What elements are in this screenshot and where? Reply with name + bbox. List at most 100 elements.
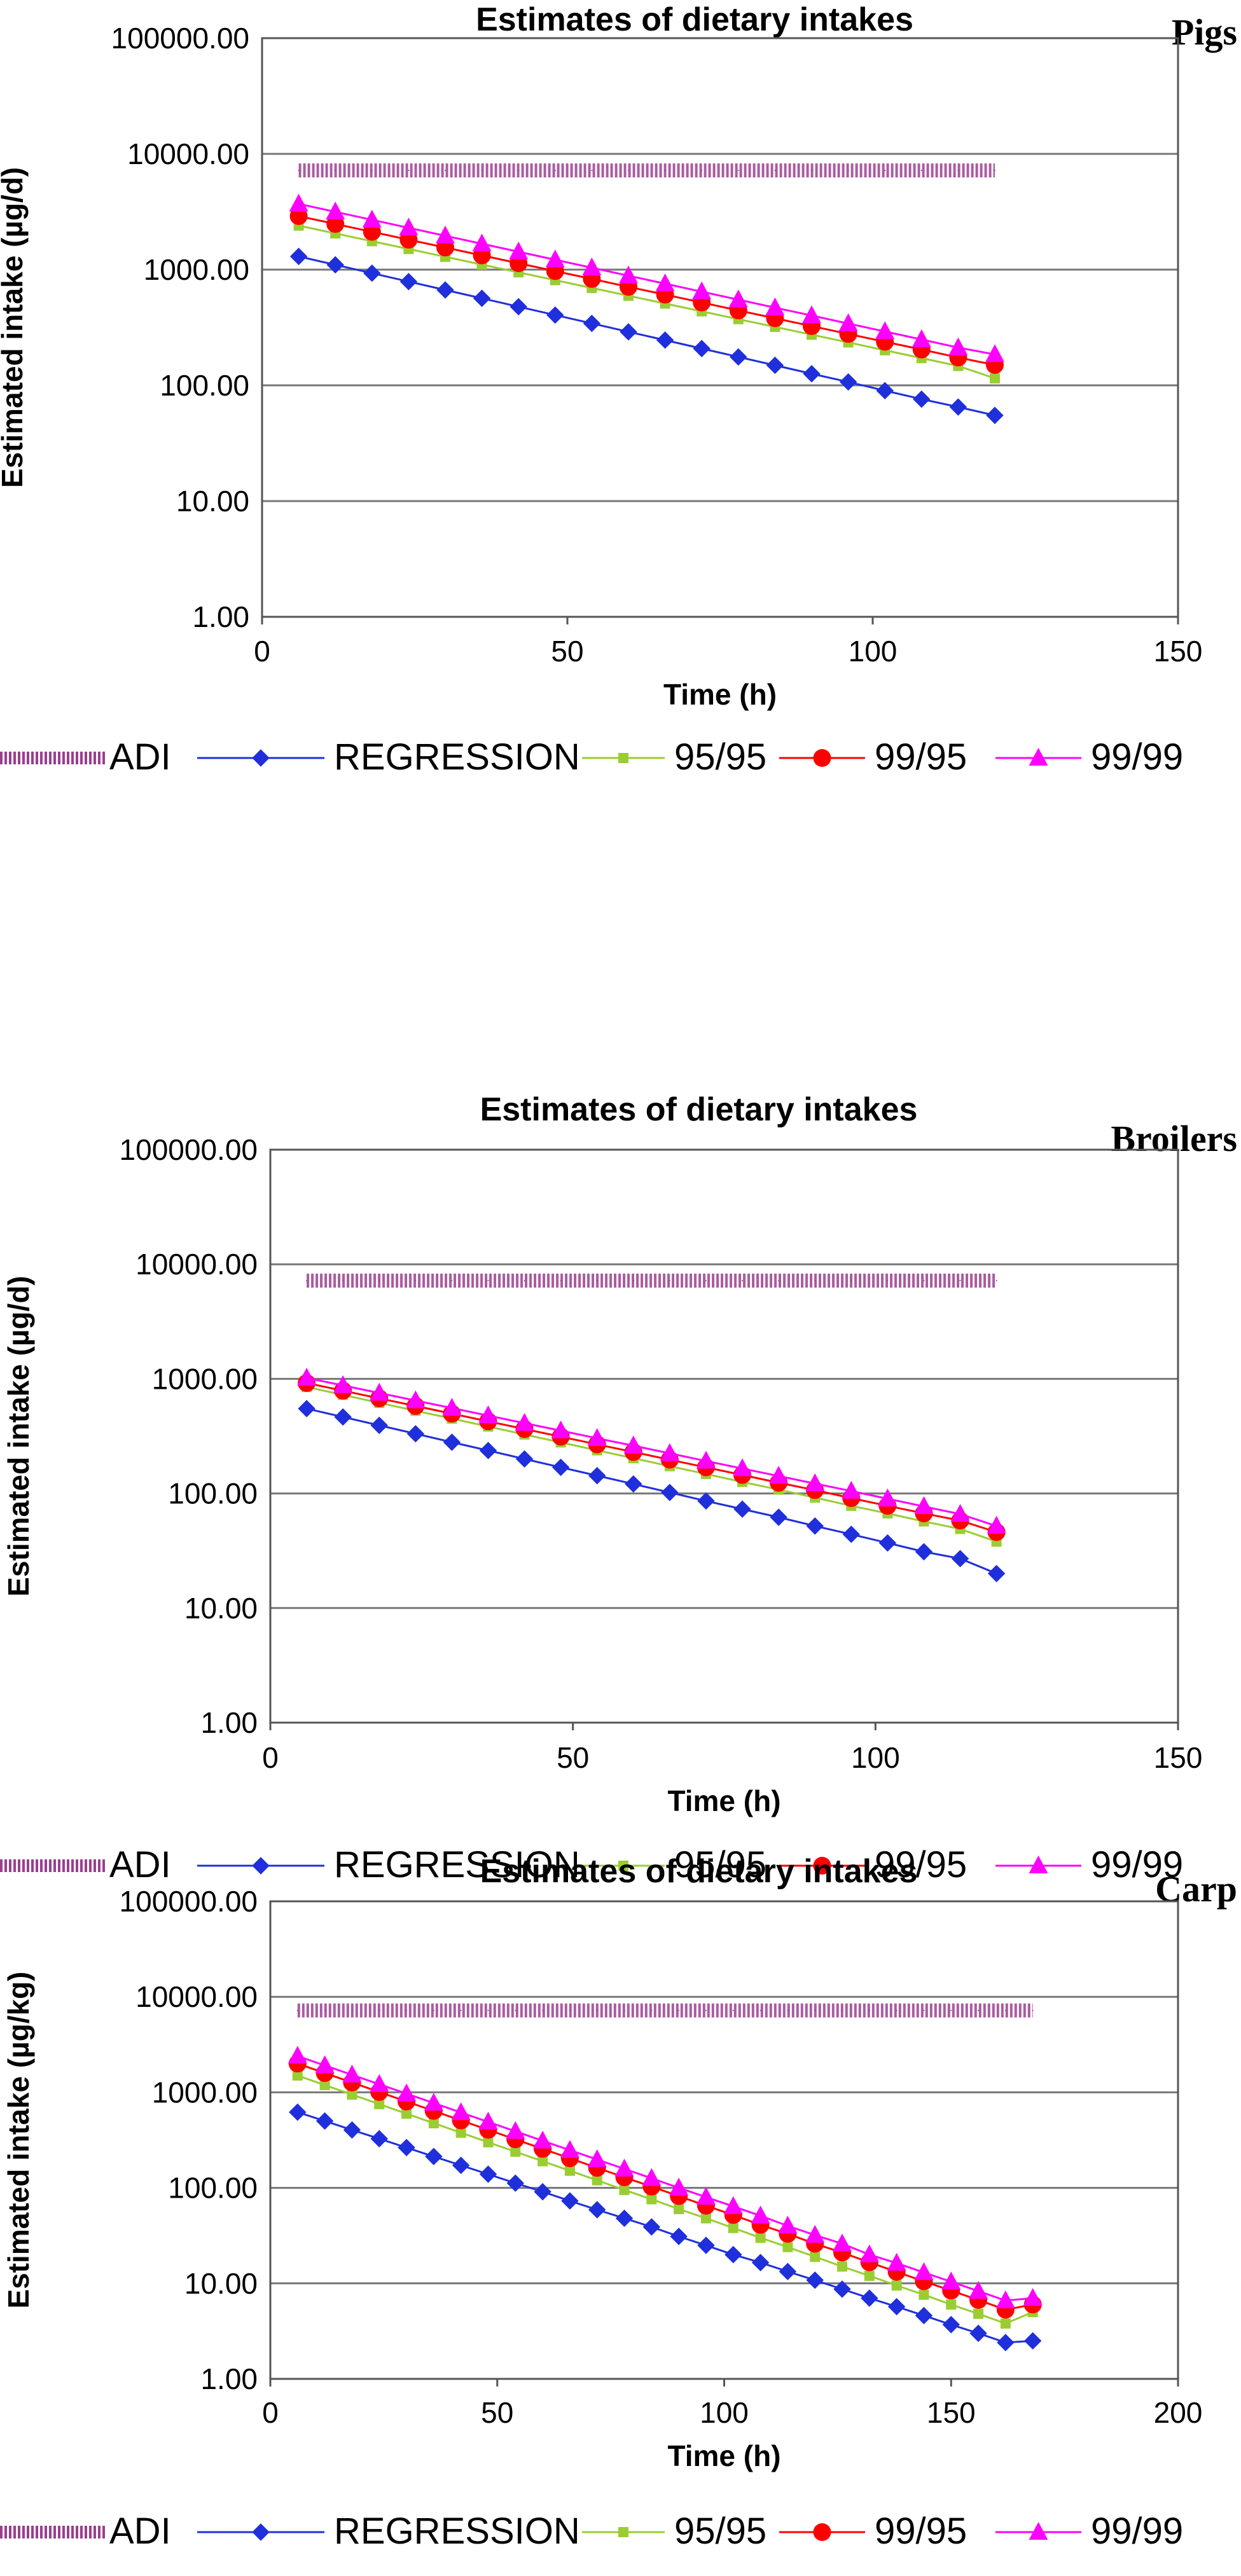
data-point (623, 1435, 643, 1454)
legend-label: REGRESSION (334, 2511, 580, 2552)
series-95-95 (302, 1382, 1002, 1547)
series-line (297, 2062, 1033, 2311)
data-point (692, 281, 712, 300)
data-point (487, 1279, 489, 1281)
y-tick-label: 100000.00 (120, 1133, 258, 1166)
data-point (986, 406, 1004, 424)
data-point (919, 2289, 929, 2300)
data-point (620, 323, 637, 341)
legend-item-99-99: 99/99 (995, 2511, 1183, 2552)
series-99-99 (288, 2046, 1043, 2308)
data-point (701, 169, 703, 171)
data-point (778, 1279, 780, 1281)
data-point (296, 2009, 298, 2011)
legend-item-regression: REGRESSION (197, 736, 580, 778)
data-point (705, 2009, 707, 2011)
data-point (481, 169, 483, 171)
data-point (398, 2139, 415, 2156)
series-99-99 (289, 193, 1004, 362)
data-point (326, 215, 345, 233)
data-point (297, 1367, 317, 1386)
data-point (478, 2111, 498, 2130)
legend: ADI REGRESSION 95/95 99/95 99/99 (0, 2511, 1183, 2552)
data-point (363, 264, 381, 282)
x-tick-label: 100 (851, 1741, 900, 1774)
data-point (723, 2196, 743, 2214)
data-point (957, 169, 959, 171)
data-point (803, 365, 821, 383)
data-point (787, 2009, 789, 2011)
legend-label: ADI (109, 736, 171, 778)
data-point (774, 169, 776, 171)
x-tick-label: 150 (927, 2396, 976, 2429)
data-point (306, 1279, 308, 1281)
data-point (914, 1496, 934, 1515)
y-tick-label: 10000.00 (135, 1980, 258, 2013)
data-point (515, 1450, 534, 1468)
data-point (646, 2194, 657, 2205)
y-tick-label: 100000.00 (111, 22, 249, 55)
y-axis-label: Estimated intake (µg/d) (0, 167, 29, 488)
data-point (587, 1428, 607, 1446)
data-point (847, 169, 849, 171)
data-point (875, 321, 895, 340)
data-point (298, 1400, 315, 1417)
data-point (987, 1515, 1006, 1534)
data-point (625, 1475, 642, 1493)
legend-label: 99/95 (875, 736, 967, 778)
data-point (670, 2228, 688, 2245)
data-point (371, 169, 373, 171)
data-point (923, 2009, 925, 2011)
data-point (428, 2118, 439, 2128)
data-point (397, 2083, 417, 2102)
data-point (515, 2009, 517, 2011)
data-point (362, 209, 382, 228)
series-regression (289, 247, 1004, 424)
data-point (561, 2192, 579, 2210)
series-99-95 (289, 207, 1004, 374)
data-point (442, 1398, 462, 1416)
chart-panel-pigs: Estimates of dietary intakes Pigs 1.00 10.0… (0, 1, 1237, 778)
data-point (334, 1408, 352, 1426)
data-point (969, 2324, 987, 2343)
data-point (751, 2254, 770, 2271)
data-point (891, 2280, 902, 2291)
data-point (811, 169, 812, 171)
data-point (452, 2156, 470, 2174)
legend-marker (1029, 2522, 1048, 2540)
data-point (802, 305, 821, 324)
data-point (588, 2201, 606, 2219)
data-point (347, 2089, 357, 2100)
legend-marker (1029, 748, 1048, 766)
data-point (351, 2009, 353, 2011)
legend-marker (618, 1861, 628, 1871)
data-point (946, 2299, 957, 2310)
data-point (914, 2262, 934, 2280)
data-point (1032, 2009, 1034, 2011)
data-point (861, 2289, 878, 2307)
data-point (583, 314, 601, 333)
legend-item-99-99: 99/99 (995, 1844, 1183, 1885)
data-point (315, 2055, 335, 2074)
data-point (896, 2009, 898, 2011)
data-point (674, 2203, 684, 2214)
data-point (370, 1416, 388, 1435)
legend-item-regression: REGRESSION (197, 1844, 580, 1885)
legend-item-adi: ADI (0, 1844, 171, 1885)
y-tick-label: 1.00 (192, 600, 249, 633)
legend-label: REGRESSION (334, 1844, 580, 1885)
y-tick-label: 10000.00 (127, 137, 249, 170)
data-point (596, 2009, 598, 2011)
series-line (298, 224, 995, 380)
data-point (805, 2224, 825, 2243)
legend-marker (252, 2523, 270, 2541)
legend-label: 95/95 (674, 1844, 766, 1885)
data-point (560, 2140, 579, 2158)
data-point (623, 2009, 625, 2011)
data-point (378, 2009, 380, 2011)
x-axis-label: Time (h) (667, 1784, 780, 1817)
data-point (406, 2009, 408, 2011)
data-point (678, 2009, 680, 2011)
data-point (533, 2130, 553, 2149)
